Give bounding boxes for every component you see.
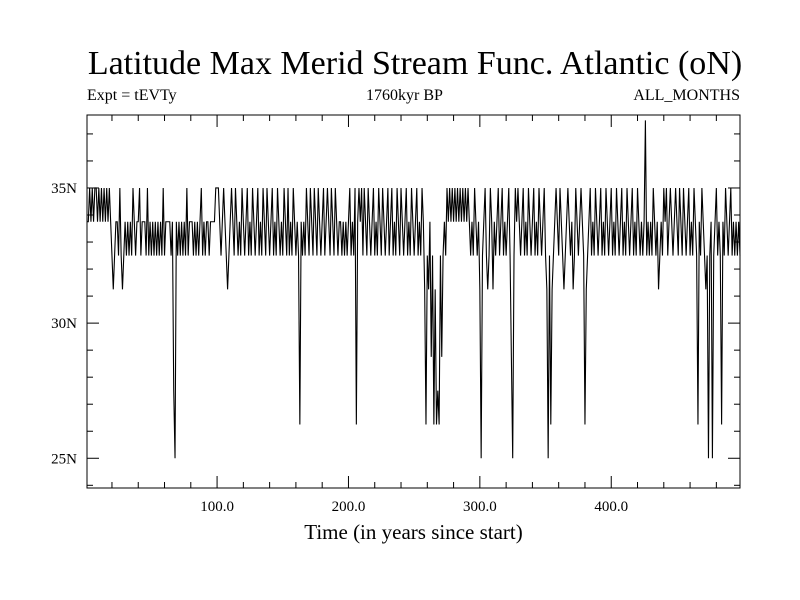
plot-frame xyxy=(86,114,741,489)
series-line-latitude-max xyxy=(87,120,741,459)
x-tick-label: 300.0 xyxy=(463,499,497,515)
y-tick-label: 30N xyxy=(51,316,77,332)
x-axis: 100.0 200.0 300.0 400.0 xyxy=(111,115,717,515)
x-axis-label: Time (in years since start) xyxy=(304,520,523,544)
y-tick-label: 35N xyxy=(51,181,77,197)
x-tick-label: 200.0 xyxy=(332,499,366,515)
y-axis: 25N 30N 35N xyxy=(51,133,740,486)
period-label: 1760kyr BP xyxy=(366,87,443,104)
chart-title: Latitude Max Merid Stream Func. Atlantic… xyxy=(87,45,743,82)
experiment-label: Expt = tEVTy xyxy=(87,87,177,104)
x-tick-label: 400.0 xyxy=(594,499,628,515)
months-label: ALL_MONTHS xyxy=(633,87,740,104)
y-tick-label: 25N xyxy=(51,451,77,467)
x-tick-label: 100.0 xyxy=(200,499,234,515)
